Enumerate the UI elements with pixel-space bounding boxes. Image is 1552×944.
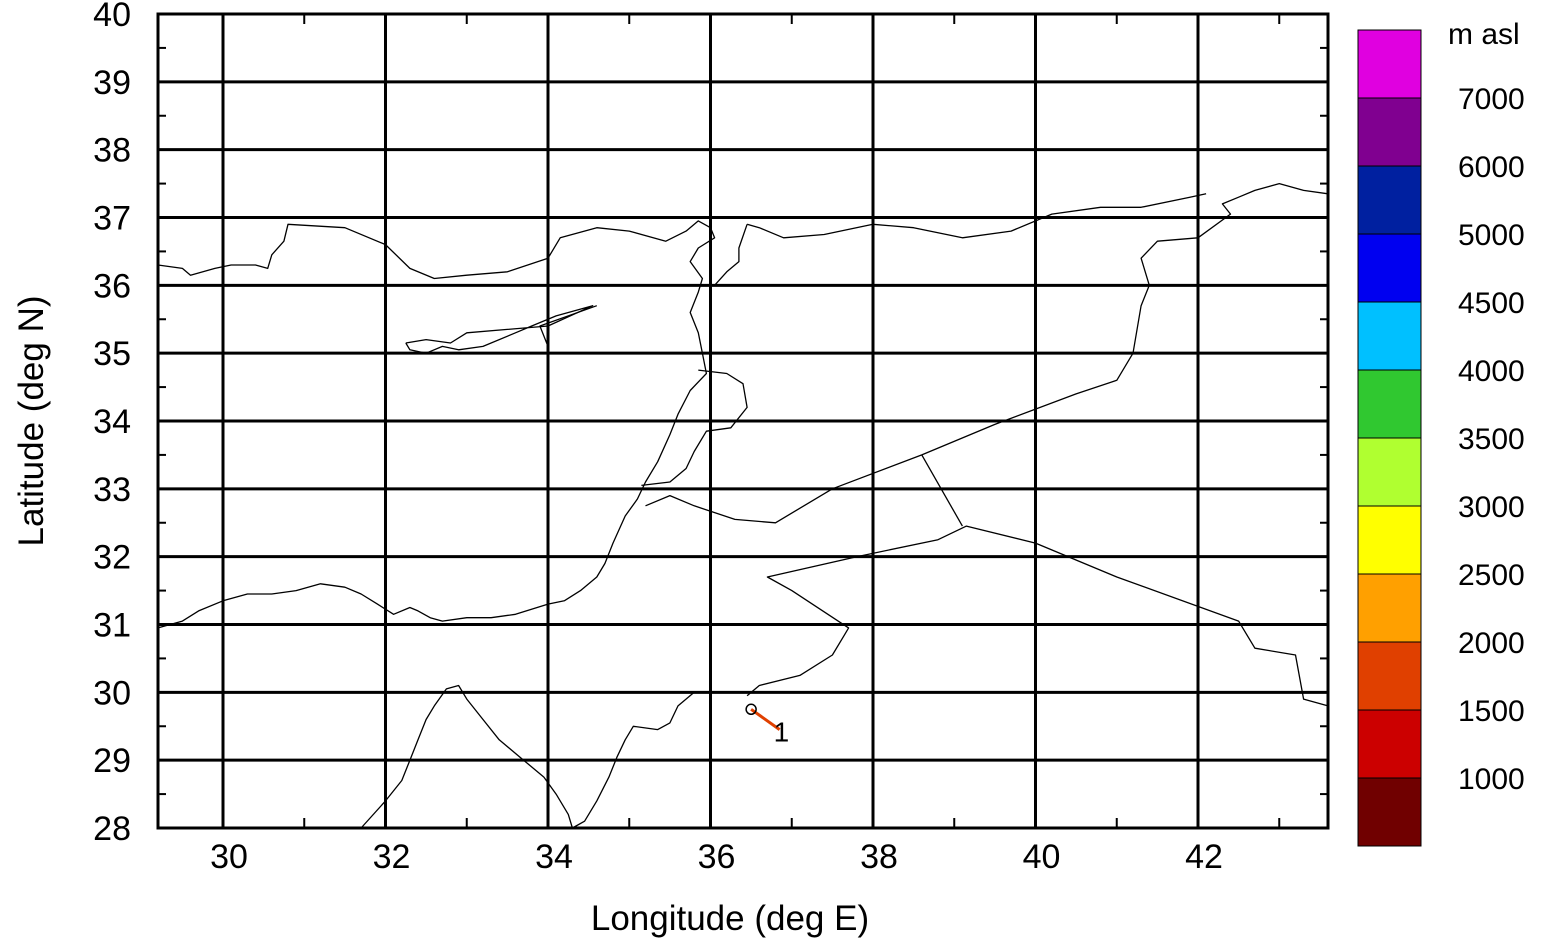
- y-tick-label: 39: [93, 64, 131, 102]
- y-tick-label: 33: [93, 471, 131, 509]
- y-tick-label: 31: [93, 607, 131, 645]
- coastline: [157, 220, 716, 629]
- y-tick-label: 30: [93, 674, 131, 712]
- x-tick-label: 30: [210, 838, 248, 876]
- coastline: [539, 305, 598, 347]
- legend-label: 4000: [1458, 355, 1525, 388]
- legend-label: 3000: [1458, 491, 1525, 524]
- y-tick-labels: 28 29 30 31 32 33 34 35 36 37 38 39 40: [93, 0, 131, 848]
- coastline: [405, 305, 594, 354]
- coastline: [645, 182, 1329, 524]
- legend-swatch: [1357, 505, 1422, 575]
- legend-swatch: [1357, 29, 1422, 99]
- legend-swatch: [1357, 233, 1422, 303]
- legend-title: m asl: [1448, 18, 1520, 51]
- y-tick-label: 40: [93, 0, 131, 34]
- legend-swatch: [1357, 369, 1422, 439]
- coastline: [641, 369, 748, 487]
- legend-label: 3500: [1458, 423, 1525, 456]
- x-axis-title: Longitude (deg E): [591, 899, 869, 938]
- x-tick-label: 36: [698, 838, 736, 876]
- legend-swatch: [1357, 165, 1422, 235]
- trajectory-line: [750, 708, 781, 731]
- legend-swatch: [1357, 97, 1422, 167]
- coastline: [921, 454, 963, 527]
- y-tick-label: 36: [93, 267, 131, 305]
- legend-label: 6000: [1458, 151, 1525, 184]
- y-tick-label: 37: [93, 200, 131, 238]
- trajectory-layer: 1: [745, 703, 790, 748]
- x-tick-label: 32: [373, 838, 411, 876]
- y-tick-label: 29: [93, 742, 131, 780]
- y-tick-label: 38: [93, 132, 131, 170]
- legend-swatch: [1357, 709, 1422, 779]
- axis-ticks: [158, 13, 1328, 829]
- x-tick-label: 34: [535, 838, 573, 876]
- x-tick-label: 42: [1185, 838, 1223, 876]
- legend-label: 2000: [1458, 627, 1525, 660]
- x-tick-label: 38: [860, 838, 898, 876]
- legend-label: 5000: [1458, 219, 1525, 252]
- coastlines-and-borders: [157, 182, 1329, 829]
- legend-label: 4500: [1458, 287, 1525, 320]
- coastline: [572, 691, 695, 829]
- coastline: [746, 193, 1207, 239]
- legend-swatches: [1357, 29, 1422, 847]
- altitude-color-legend: m asl 7000 6000 5000 4500 4000 3500 3000 2500 20…: [1357, 18, 1525, 847]
- grid-lines: [158, 14, 1328, 828]
- trajectory-start-marker: [745, 703, 757, 716]
- legend-swatch: [1357, 641, 1422, 711]
- legend-label: 1500: [1458, 695, 1525, 728]
- y-tick-label: 35: [93, 335, 131, 373]
- y-tick-label: 28: [93, 810, 131, 848]
- x-tick-label: 40: [1023, 838, 1061, 876]
- legend-swatch: [1357, 437, 1422, 507]
- y-tick-label: 32: [93, 539, 131, 577]
- legend-labels: 7000 6000 5000 4500 4000 3500 3000 2500 2000 1500…: [1458, 83, 1525, 796]
- legend-label: 1000: [1458, 763, 1525, 796]
- legend-swatch: [1357, 777, 1422, 847]
- legend-label: 2500: [1458, 559, 1525, 592]
- x-tick-labels: 30 32 34 36 38 40 42: [210, 838, 1223, 876]
- legend-label: 7000: [1458, 83, 1525, 116]
- y-axis-title: Latitude (deg N): [12, 296, 51, 547]
- coastline: [714, 224, 748, 286]
- y-tick-label: 34: [93, 403, 131, 441]
- coastline: [360, 684, 574, 829]
- trajectory-label: 1: [774, 717, 790, 748]
- legend-swatch: [1357, 573, 1422, 643]
- legend-swatch: [1357, 301, 1422, 371]
- coastline: [746, 525, 1329, 707]
